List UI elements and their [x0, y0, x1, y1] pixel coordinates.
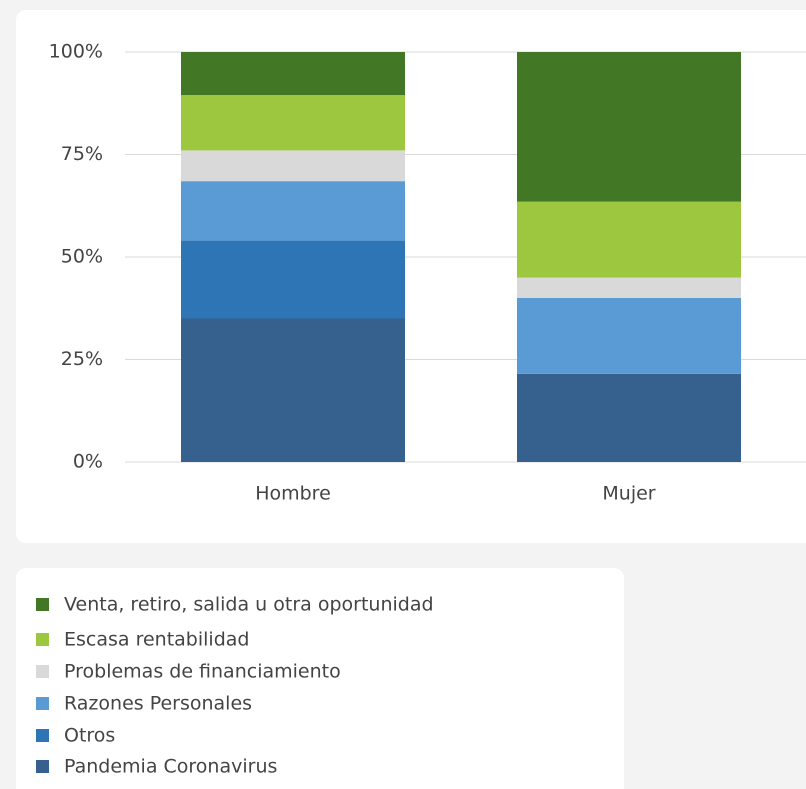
- y-tick-label: 25%: [61, 348, 103, 370]
- bar-segment: [181, 150, 405, 182]
- bar-segment: [181, 52, 405, 96]
- y-tick-label: 50%: [61, 246, 103, 268]
- bar-segment: [517, 373, 741, 462]
- bar-segment: [517, 201, 741, 278]
- bar-segment: [181, 95, 405, 151]
- legend-card: [16, 568, 624, 789]
- bar-segment: [181, 240, 405, 319]
- bar-segment: [517, 52, 741, 202]
- legend-label: Problemas de financiamiento: [64, 661, 341, 683]
- legend-swatch: [36, 729, 49, 742]
- bar-segment: [517, 298, 741, 374]
- bar-segment: [181, 181, 405, 241]
- legend-label: Otros: [64, 725, 115, 747]
- bar-segment: [517, 277, 741, 298]
- legend-swatch: [36, 697, 49, 710]
- y-tick-label: 75%: [61, 143, 103, 165]
- legend-swatch: [36, 665, 49, 678]
- legend-swatch: [36, 760, 49, 773]
- bar-segment: [181, 318, 405, 462]
- legend-label: Escasa rentabilidad: [64, 629, 249, 651]
- legend-label: Pandemia Coronavirus: [64, 756, 277, 778]
- legend-label: Razones Personales: [64, 693, 252, 715]
- x-tick-label: Mujer: [602, 483, 655, 505]
- legend-label: Venta, retiro, salida u otra oportunidad: [64, 594, 434, 616]
- x-tick-label: Hombre: [255, 483, 331, 505]
- y-tick-label: 100%: [49, 41, 103, 63]
- legend-swatch: [36, 598, 49, 611]
- legend-swatch: [36, 633, 49, 646]
- y-tick-label: 0%: [73, 451, 103, 473]
